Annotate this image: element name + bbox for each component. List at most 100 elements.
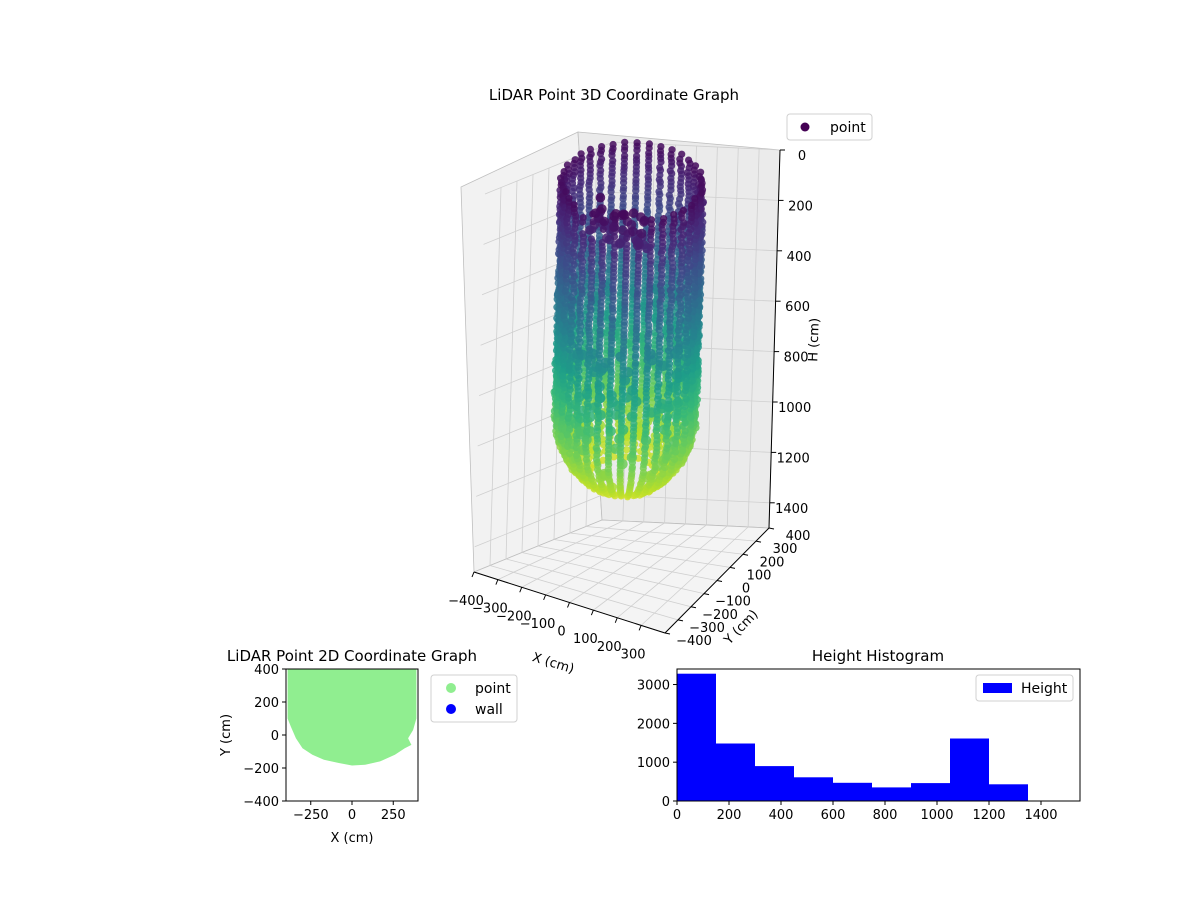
y-tick-label-histogram: 0	[662, 795, 670, 810]
point-3d	[686, 262, 694, 270]
point-3d	[594, 414, 603, 422]
point-3d	[559, 356, 567, 364]
point-3d	[619, 200, 627, 208]
point-3d	[610, 261, 618, 269]
point-3d	[578, 154, 586, 162]
point-3d	[562, 271, 570, 279]
x-tick-3d	[543, 594, 547, 601]
point-3d	[588, 274, 596, 282]
x-axis-label-3d: X (cm)	[530, 650, 576, 677]
point-3d	[660, 215, 668, 223]
point-3d	[666, 344, 674, 352]
point-3d	[558, 392, 566, 400]
point-3d	[641, 450, 649, 458]
point-3d	[565, 382, 574, 390]
point-3d	[576, 299, 584, 307]
point-3d	[666, 323, 674, 331]
point-3d	[595, 192, 606, 203]
point-3d	[576, 327, 584, 335]
point-3d	[694, 314, 702, 322]
point-3d	[619, 192, 628, 200]
point-3d	[618, 383, 627, 391]
point-3d	[586, 190, 594, 198]
point-3d	[562, 188, 570, 196]
point-3d	[686, 233, 694, 241]
point-3d	[609, 273, 618, 281]
y-tick-label-2d: −400	[243, 795, 279, 810]
point-3d	[560, 168, 568, 176]
point-3d	[560, 328, 568, 336]
point-3d	[569, 257, 577, 265]
point-3d	[617, 427, 625, 435]
y-tick-3d	[729, 566, 736, 569]
point-3d	[607, 188, 615, 196]
point-3d	[589, 210, 597, 218]
point-3d	[688, 385, 696, 393]
point-3d	[690, 332, 698, 340]
point-3d	[681, 427, 689, 435]
y-tick-3d	[742, 553, 749, 556]
point-3d	[665, 388, 673, 396]
point-3d	[605, 414, 613, 422]
point-3d	[560, 448, 568, 456]
y-tick-label-3d: 0	[742, 582, 750, 597]
point-3d	[567, 301, 575, 310]
y-tick-label-3d: 200	[760, 555, 785, 570]
chart-3d: LiDAR Point 3D Coordinate Graph −400−300…	[448, 86, 873, 677]
point-3d	[620, 160, 628, 168]
point-3d	[680, 219, 688, 227]
x-tick-3d	[614, 617, 618, 623]
grid-left-y	[521, 174, 534, 553]
point-3d	[687, 225, 695, 233]
point-3d	[633, 323, 641, 331]
legend-histogram-swatch	[983, 683, 1012, 693]
point-3d	[585, 343, 593, 351]
z-tick-label-3d: 1400	[775, 502, 808, 517]
point-3d	[685, 278, 693, 286]
point-3d	[571, 156, 579, 164]
point-3d	[577, 250, 585, 258]
point-3d	[688, 340, 696, 348]
point-3d	[592, 455, 601, 464]
point-3d	[664, 429, 672, 437]
point-3d	[684, 306, 693, 314]
point-3d	[577, 178, 585, 186]
x-tick-label-3d: 200	[597, 640, 622, 655]
point-3d	[570, 201, 578, 209]
z-axis-line	[768, 149, 781, 529]
y-tick-3d	[768, 527, 775, 530]
grid-left-y	[505, 180, 518, 560]
x-tick-label-histogram: 1000	[920, 808, 953, 823]
point-3d	[586, 198, 594, 206]
point-3d	[644, 180, 652, 188]
point-3d	[567, 293, 576, 302]
point-3d	[577, 203, 585, 211]
point-3d	[686, 245, 694, 254]
point-3d	[596, 327, 604, 335]
point-3d	[679, 447, 687, 455]
point-3d	[671, 448, 680, 456]
point-3d	[575, 335, 583, 343]
point-3d	[654, 400, 663, 408]
point-3d	[632, 343, 640, 351]
point-3d	[632, 176, 640, 184]
legend-3d-marker	[800, 122, 810, 132]
x-tick-3d	[638, 625, 642, 631]
point-3d	[645, 149, 653, 157]
point-3d	[583, 400, 591, 408]
point-3d	[632, 351, 640, 359]
point-3d	[568, 265, 576, 273]
point-3d	[659, 470, 667, 478]
point-3d	[665, 396, 673, 404]
point-3d	[632, 167, 640, 175]
point-3d	[678, 259, 686, 267]
point-3d	[646, 289, 654, 297]
point-3d	[665, 191, 673, 199]
point-3d	[578, 262, 586, 270]
y-tick-label-3d: 100	[747, 568, 772, 583]
point-3d	[674, 372, 682, 380]
point-3d	[645, 326, 653, 334]
y-axis-label-2d: Y (cm)	[219, 714, 234, 757]
y-tick-label-2d: 200	[254, 696, 279, 711]
